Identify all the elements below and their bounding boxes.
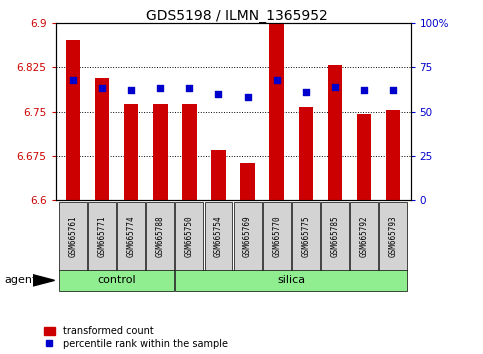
Bar bbox=[298, 107, 313, 200]
Bar bbox=[117, 202, 145, 271]
Bar bbox=[153, 104, 168, 200]
Text: GSM665785: GSM665785 bbox=[330, 216, 340, 257]
Point bbox=[128, 87, 135, 93]
Text: GSM665770: GSM665770 bbox=[272, 216, 281, 257]
Point bbox=[98, 86, 106, 91]
Bar bbox=[146, 202, 174, 271]
Bar bbox=[59, 270, 174, 291]
Polygon shape bbox=[33, 275, 55, 286]
Bar bbox=[241, 163, 255, 200]
Text: GSM665769: GSM665769 bbox=[243, 216, 252, 257]
Bar bbox=[204, 202, 232, 271]
Bar bbox=[357, 114, 371, 200]
Text: GSM665788: GSM665788 bbox=[156, 216, 165, 257]
Bar bbox=[175, 270, 407, 291]
Bar bbox=[59, 202, 87, 271]
Bar bbox=[124, 104, 139, 200]
Bar bbox=[88, 202, 116, 271]
Point bbox=[360, 87, 368, 93]
Text: GSM665792: GSM665792 bbox=[359, 216, 369, 257]
Text: GSM665774: GSM665774 bbox=[127, 216, 136, 257]
Bar bbox=[386, 110, 400, 200]
Bar bbox=[350, 202, 378, 271]
Bar bbox=[95, 79, 109, 200]
Text: GDS5198 / ILMN_1365952: GDS5198 / ILMN_1365952 bbox=[146, 9, 327, 23]
Bar bbox=[321, 202, 349, 271]
Text: GSM665750: GSM665750 bbox=[185, 216, 194, 257]
Text: GSM665793: GSM665793 bbox=[389, 216, 398, 257]
Bar bbox=[211, 150, 226, 200]
Text: GSM665775: GSM665775 bbox=[301, 216, 310, 257]
Point bbox=[156, 86, 164, 91]
Text: GSM665761: GSM665761 bbox=[69, 216, 77, 257]
Legend: transformed count, percentile rank within the sample: transformed count, percentile rank withi… bbox=[43, 326, 228, 349]
Point bbox=[69, 77, 77, 82]
Bar bbox=[263, 202, 291, 271]
Text: GSM665771: GSM665771 bbox=[98, 216, 107, 257]
Point bbox=[185, 86, 193, 91]
Text: agent: agent bbox=[5, 275, 37, 285]
Bar bbox=[175, 202, 203, 271]
Point bbox=[273, 77, 281, 82]
Point bbox=[244, 95, 252, 100]
Bar bbox=[292, 202, 320, 271]
Bar bbox=[182, 104, 197, 200]
Bar bbox=[270, 24, 284, 200]
Point bbox=[214, 91, 222, 97]
Point bbox=[389, 87, 397, 93]
Text: silica: silica bbox=[277, 275, 305, 285]
Point bbox=[331, 84, 339, 90]
Text: GSM665754: GSM665754 bbox=[214, 216, 223, 257]
Point bbox=[302, 89, 310, 95]
Bar bbox=[66, 40, 80, 200]
Bar bbox=[327, 65, 342, 200]
Bar bbox=[234, 202, 262, 271]
Text: control: control bbox=[98, 275, 136, 285]
Bar bbox=[379, 202, 407, 271]
